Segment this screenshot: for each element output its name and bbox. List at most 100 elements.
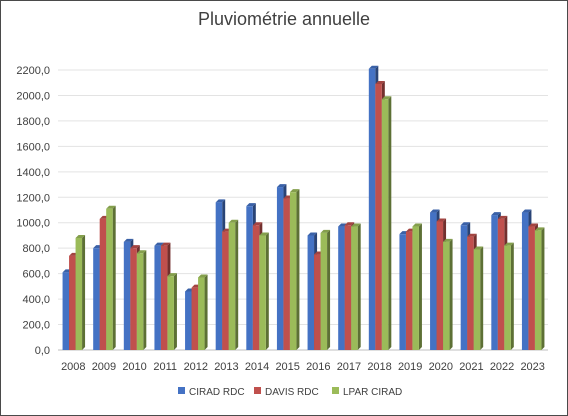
bar-top [160, 242, 171, 246]
bar [136, 253, 144, 350]
bar [93, 248, 100, 350]
bar [289, 192, 297, 350]
bar [246, 206, 253, 350]
x-tick-label: 2008 [61, 361, 85, 373]
bar [344, 225, 352, 350]
bar [307, 235, 315, 350]
x-tick-label: 2009 [92, 361, 116, 373]
bar-top [289, 189, 300, 193]
bar [167, 276, 174, 350]
x-tick-label: 2014 [245, 361, 269, 373]
bar [314, 254, 321, 350]
bar-top [259, 232, 269, 236]
bar-top [320, 229, 331, 233]
x-tick-label: 2013 [214, 361, 238, 373]
bar [252, 225, 260, 350]
chart-title: Pluviométrie annuelle [197, 9, 371, 29]
bar [491, 215, 498, 350]
bar [185, 291, 192, 350]
bar-side [204, 274, 208, 350]
bar-top [467, 233, 477, 237]
bar [259, 235, 266, 350]
bar-side [143, 250, 147, 350]
bar [473, 249, 481, 350]
y-tick-label: 400,0 [22, 294, 50, 306]
bar-top [368, 65, 379, 69]
bar [467, 236, 474, 350]
x-tick-label: 2017 [337, 361, 361, 373]
bar [497, 218, 505, 350]
bar [99, 218, 107, 350]
bar-top [123, 238, 134, 242]
legend-label: CIRAD RDC [189, 387, 245, 398]
bar [222, 231, 229, 350]
bar-side [480, 246, 484, 350]
x-tick-label: 2020 [429, 361, 453, 373]
y-tick-label: 2200,0 [16, 65, 50, 77]
bar-side [173, 273, 177, 350]
bar [123, 241, 131, 350]
bar-top [307, 232, 318, 236]
bar [381, 99, 389, 350]
bar-top [381, 96, 392, 100]
bar [160, 245, 168, 350]
bar-side [449, 238, 453, 350]
y-tick-label: 1400,0 [16, 167, 50, 179]
bar-top [344, 222, 355, 226]
bar-side [296, 189, 300, 350]
bar-top [130, 245, 140, 249]
y-tick-label: 1000,0 [16, 218, 50, 230]
bar-top [443, 238, 453, 242]
bar [504, 245, 511, 350]
bar-top [276, 184, 287, 188]
bar [228, 222, 236, 350]
bar [69, 255, 76, 350]
bar-top [528, 223, 538, 227]
bar [436, 221, 444, 350]
y-tick-label: 1600,0 [16, 141, 50, 153]
x-tick-label: 2015 [275, 361, 299, 373]
bar [405, 231, 413, 350]
bar-top [106, 205, 116, 209]
bar [521, 212, 529, 350]
bar-top [75, 235, 86, 238]
x-tick-label: 2023 [520, 361, 544, 373]
bar-top [491, 212, 501, 216]
bar-top [504, 242, 514, 246]
bar [399, 234, 406, 350]
x-tick-label: 2011 [153, 361, 177, 373]
y-tick-label: 0,0 [35, 345, 50, 357]
x-tick-label: 2019 [398, 361, 422, 373]
y-tick-label: 1200,0 [16, 192, 50, 204]
x-tick-label: 2018 [367, 361, 391, 373]
bar-side [357, 223, 361, 350]
bar-top [430, 209, 440, 213]
legend-label: LPAR CIRAD [343, 387, 402, 398]
bar-top [252, 222, 263, 226]
bar [276, 187, 284, 350]
bar-side [265, 232, 269, 350]
bar [368, 68, 376, 351]
bar-side [112, 205, 116, 350]
bar-top [375, 81, 385, 84]
y-tick-label: 600,0 [22, 269, 50, 281]
legend-swatch [178, 387, 185, 394]
bar-top [215, 199, 226, 203]
bar-top [412, 223, 422, 227]
bar [154, 245, 161, 350]
x-tick-label: 2016 [306, 361, 330, 373]
bar-top [136, 250, 147, 254]
bar [443, 241, 450, 350]
y-tick-label: 2000,0 [16, 90, 50, 102]
bar [283, 198, 290, 350]
bar [215, 202, 223, 350]
bar-top [436, 218, 447, 222]
bar-top [521, 209, 532, 213]
bar-top [460, 222, 471, 226]
bar-side [388, 96, 392, 350]
bar-top [167, 273, 177, 277]
legend-swatch [332, 387, 339, 394]
y-tick-label: 1800,0 [16, 116, 50, 128]
bar-side [510, 242, 514, 350]
